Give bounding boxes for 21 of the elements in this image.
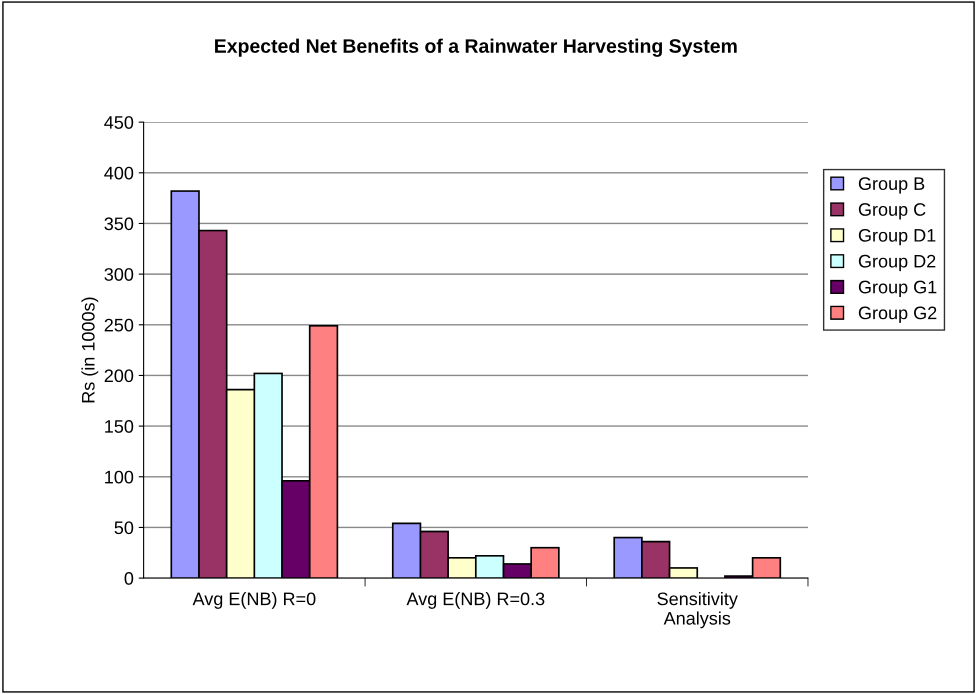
legend-label: Group G2: [858, 306, 936, 323]
y-axis-title: Rs (in 1000s): [81, 298, 98, 402]
y-tick-label: 0: [124, 572, 134, 585]
legend-label: Group G1: [858, 280, 936, 298]
y-tick-label: 50: [114, 521, 134, 534]
legend-label: Group D1: [858, 228, 936, 246]
y-tick-label: 200: [104, 369, 134, 382]
y-tick-label: 350: [104, 217, 134, 230]
x-tick-label: Avg E(NB) R=0.3: [406, 592, 544, 609]
legend-label: Group D2: [858, 254, 936, 272]
y-tick-label: 250: [104, 318, 134, 332]
y-tick-label: 400: [104, 166, 134, 180]
legend-label: Group B: [858, 177, 924, 194]
y-tick-label: 150: [105, 420, 134, 433]
legend-label: Group C: [858, 203, 926, 220]
chart-title: Expected Net Benefits of a Rainwater Harvesting System: [215, 38, 737, 57]
y-tick-label: 100: [105, 470, 134, 484]
x-tick-label: Sensitivity Analysis: [657, 592, 738, 628]
y-tick-label: 450: [104, 116, 134, 129]
y-tick-label: 300: [104, 268, 134, 281]
x-tick-label: Avg E(NB) R=0: [192, 592, 316, 609]
